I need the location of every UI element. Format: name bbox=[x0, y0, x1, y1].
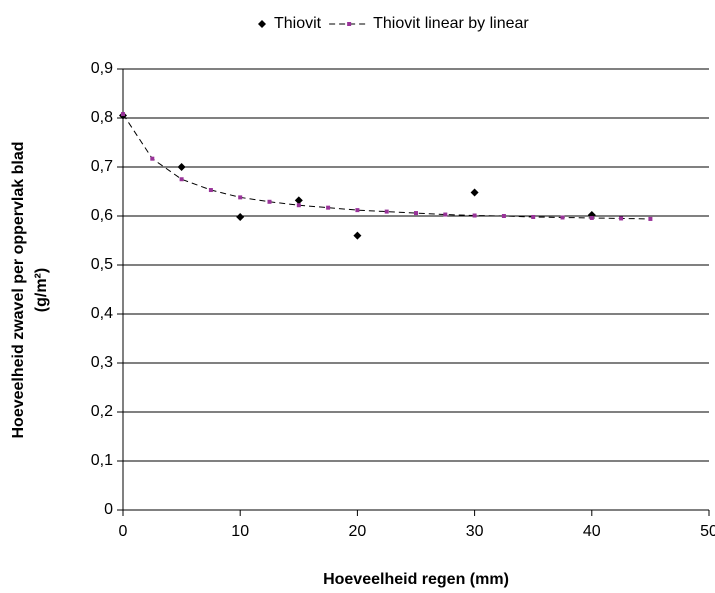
line-marker bbox=[121, 112, 125, 117]
line-marker bbox=[648, 216, 653, 221]
x-tick-label: 20 bbox=[349, 523, 367, 540]
line-marker bbox=[531, 214, 536, 219]
x-tick-label: 30 bbox=[466, 523, 484, 540]
y-tick-label: 0,8 bbox=[91, 109, 113, 126]
y-tick-label: 0,6 bbox=[91, 207, 113, 224]
scatter-point bbox=[470, 188, 479, 197]
y-tick-label: 0,7 bbox=[91, 158, 113, 175]
x-tick-label: 0 bbox=[119, 523, 128, 540]
line-marker bbox=[384, 209, 389, 214]
legend-marker bbox=[347, 22, 352, 26]
scatter-point bbox=[236, 212, 245, 221]
line-marker bbox=[267, 199, 272, 204]
line-marker bbox=[443, 212, 448, 217]
x-axis-title: Hoeveelheid regen (mm) bbox=[323, 571, 509, 588]
legend-label: Thiovit bbox=[274, 15, 322, 32]
line-marker bbox=[238, 195, 243, 200]
line-marker bbox=[560, 215, 565, 220]
scatter-point bbox=[294, 196, 303, 205]
line-marker bbox=[150, 156, 155, 161]
x-tick-label: 40 bbox=[583, 523, 601, 540]
scatter-point bbox=[177, 163, 186, 171]
y-tick-label: 0 bbox=[104, 501, 113, 518]
line-marker bbox=[296, 203, 301, 208]
line-marker bbox=[472, 213, 477, 218]
y-axis-title: (g/m²) bbox=[33, 268, 50, 312]
x-tick-label: 10 bbox=[231, 523, 249, 540]
line-marker bbox=[326, 205, 331, 210]
scatter-point bbox=[353, 231, 362, 240]
legend-marker bbox=[258, 20, 266, 28]
y-axis-title: Hoeveelheid zwavel per oppervlak blad bbox=[10, 142, 27, 439]
line-marker bbox=[179, 177, 184, 182]
line-marker bbox=[355, 208, 360, 213]
y-tick-label: 0,1 bbox=[91, 452, 113, 469]
line-marker bbox=[589, 215, 594, 220]
x-tick-label: 50 bbox=[700, 523, 715, 540]
line-marker bbox=[414, 211, 418, 216]
legend-label: Thiovit linear by linear bbox=[373, 15, 529, 32]
line-marker bbox=[619, 216, 624, 221]
y-tick-label: 0,9 bbox=[91, 60, 113, 77]
y-tick-label: 0,4 bbox=[91, 305, 113, 322]
y-tick-label: 0,2 bbox=[91, 403, 113, 420]
y-tick-label: 0,5 bbox=[91, 256, 113, 273]
y-tick-label: 0,3 bbox=[91, 354, 113, 371]
line-marker bbox=[208, 188, 213, 193]
line-marker bbox=[501, 214, 506, 218]
